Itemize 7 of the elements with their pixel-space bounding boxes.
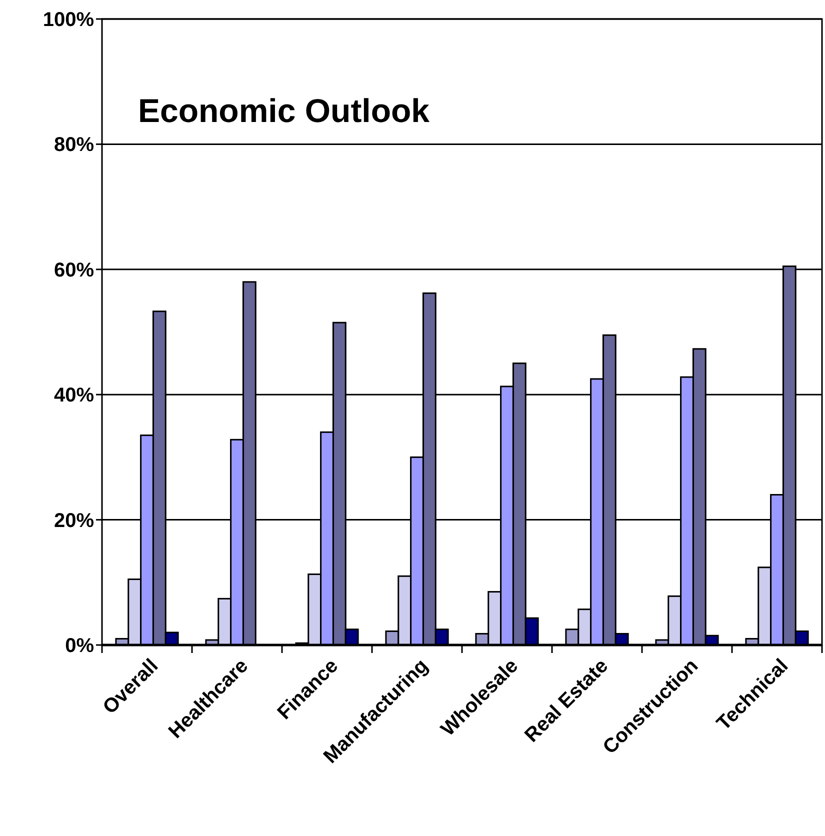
y-tick-label: 40% bbox=[54, 384, 94, 407]
y-tick-label: 20% bbox=[54, 510, 94, 532]
y-tick-label: 80% bbox=[54, 134, 94, 156]
text: Economic Outlook bbox=[138, 92, 430, 129]
y-tick-label: 60% bbox=[54, 259, 94, 282]
y-tick-label: 0% bbox=[65, 635, 94, 657]
y-tick-label: 100% bbox=[42, 9, 94, 31]
